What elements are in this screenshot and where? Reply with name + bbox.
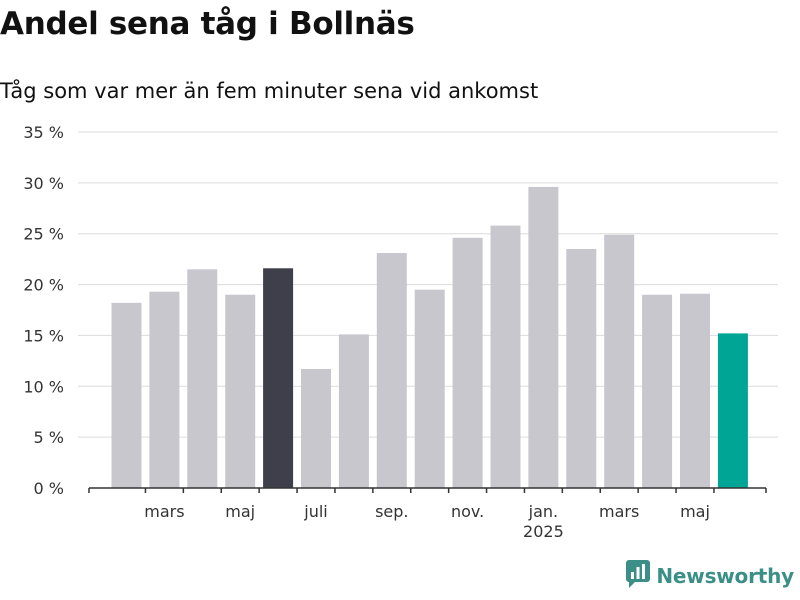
y-tick-label: 25 % [23, 225, 64, 244]
bar [414, 289, 445, 488]
y-tick-label: 10 % [23, 377, 64, 396]
bar [338, 334, 369, 488]
chart-title: Andel sena tåg i Bollnäs [0, 6, 415, 42]
brand-name: Newsworthy [656, 564, 794, 588]
y-tick-label: 0 % [34, 479, 64, 498]
y-tick-label: 35 % [23, 123, 64, 142]
y-tick-label: 30 % [23, 174, 64, 193]
x-tick-label: juli [303, 502, 327, 521]
bar [566, 248, 597, 488]
newsworthy-logo-icon [626, 560, 651, 592]
y-tick-label: 5 % [34, 428, 64, 447]
bar [642, 294, 673, 488]
bar [301, 368, 331, 488]
bar [604, 234, 635, 488]
bar [490, 225, 521, 488]
bars [111, 186, 748, 488]
bar [528, 186, 559, 488]
bar [111, 302, 142, 488]
x-tick-label: maj [225, 502, 255, 521]
x-tick-label: mars [599, 502, 639, 521]
x-tick-label: sep. [375, 502, 408, 521]
bar [263, 268, 294, 488]
bar [187, 269, 218, 488]
bar [376, 253, 407, 488]
x-tick-label: nov. [451, 502, 484, 521]
x-axis-tick-labels: mars maj juli sep. nov. jan.2025 mars maj [144, 502, 710, 541]
y-axis-tick-labels: 0 % 5 % 10 % 15 % 20 % 25 % 30 % 35 % [23, 123, 64, 498]
x-tick-label: maj [680, 502, 710, 521]
y-tick-label: 20 % [23, 276, 64, 295]
bar [225, 294, 256, 488]
bar [717, 333, 748, 488]
brand-logo: Newsworthy [626, 560, 794, 592]
x-tick-sublabel: 2025 [523, 522, 564, 541]
bar [680, 293, 710, 488]
bar [452, 237, 483, 488]
x-tick-label: mars [144, 502, 184, 521]
bar [149, 291, 180, 488]
chart-subtitle: Tåg som var mer än fem minuter sena vid … [0, 79, 539, 103]
x-tick-label: jan. [528, 502, 558, 521]
y-tick-label: 15 % [23, 326, 64, 345]
x-axis [88, 487, 767, 493]
